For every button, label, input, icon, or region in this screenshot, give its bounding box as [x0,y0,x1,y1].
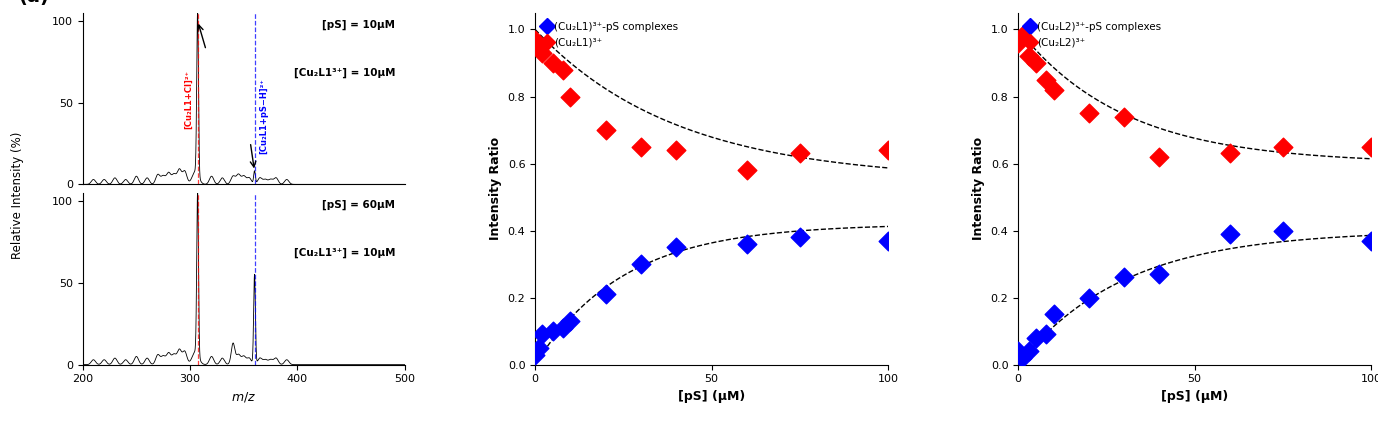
Point [788,150,810,157]
Point [531,50,553,56]
Point [528,43,550,50]
X-axis label: [pS] (μM): [pS] (μM) [678,390,745,403]
Point [559,93,582,100]
Point [1018,348,1040,354]
Point [1043,311,1065,318]
Point [1272,143,1294,150]
Point [553,66,575,73]
Text: [pS] = 60μM: [pS] = 60μM [322,200,395,210]
Text: [pS] = 10μM: [pS] = 10μM [322,20,395,30]
Point [524,36,546,43]
Text: [Cu₂L1+Cl]²⁺: [Cu₂L1+Cl]²⁺ [185,70,193,129]
Point [666,147,688,153]
Text: [Cu₂L1³⁺] = 10μM: [Cu₂L1³⁺] = 10μM [294,68,395,78]
Point [1148,153,1170,160]
Point [876,237,898,244]
Point [553,324,575,331]
Point [1007,348,1029,354]
Point [1025,60,1047,67]
Y-axis label: Intensity Ratio: Intensity Ratio [973,137,985,240]
Point [876,147,898,153]
Point [595,291,617,298]
Point [542,60,564,67]
Point [524,351,546,358]
Point [1220,150,1242,157]
Point [1113,113,1135,120]
Point [1272,227,1294,234]
Point [1078,110,1100,117]
Point [1113,274,1135,281]
Point [528,344,550,351]
Point [630,261,652,268]
Point [542,328,564,335]
Legend: (Cu₂L1)³⁺-pS complexes, (Cu₂L1)³⁺: (Cu₂L1)³⁺-pS complexes, (Cu₂L1)³⁺ [540,18,682,51]
Point [736,167,758,174]
Point [666,244,688,251]
Text: [Cu₂L1+pS−H]²⁺: [Cu₂L1+pS−H]²⁺ [259,78,267,153]
Text: (a): (a) [18,0,50,6]
Legend: (Cu₂L2)³⁺-pS complexes, (Cu₂L2)³⁺: (Cu₂L2)³⁺-pS complexes, (Cu₂L2)³⁺ [1024,18,1166,51]
Point [1018,53,1040,60]
Point [595,127,617,134]
Point [1035,76,1057,83]
Y-axis label: Intensity Ratio: Intensity Ratio [489,137,502,240]
Point [531,331,553,338]
Point [559,318,582,324]
Point [630,143,652,150]
Point [788,234,810,241]
Point [1360,143,1378,150]
Point [736,240,758,247]
Point [1007,39,1029,46]
Text: [Cu₂L1³⁺] = 10μM: [Cu₂L1³⁺] = 10μM [294,248,395,258]
X-axis label: $m/z$: $m/z$ [232,390,256,404]
Point [1148,271,1170,278]
Point [1035,331,1057,338]
Point [1010,354,1032,361]
Point [1043,86,1065,93]
Point [1078,294,1100,301]
Point [1220,231,1242,237]
Text: Relative Intensity (%): Relative Intensity (%) [11,131,25,259]
Point [1010,33,1032,39]
Point [1360,237,1378,244]
X-axis label: [pS] (μM): [pS] (μM) [1162,390,1228,403]
Point [1025,335,1047,341]
